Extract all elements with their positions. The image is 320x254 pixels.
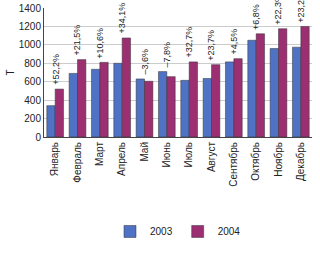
svg-text:Сентябрь: Сентябрь <box>228 142 239 187</box>
svg-text:+21,5%: +21,5% <box>72 25 82 56</box>
svg-text:Апрель: Апрель <box>116 142 127 176</box>
svg-text:+10,6%: +10,6% <box>95 28 105 59</box>
svg-text:+23,2%: +23,2% <box>296 0 306 23</box>
svg-text:200: 200 <box>24 113 41 124</box>
svg-text:+52,2%: +52,2% <box>51 54 61 85</box>
svg-text:600: 600 <box>24 76 41 87</box>
svg-text:0: 0 <box>35 132 41 143</box>
svg-text:Октябрь: Октябрь <box>250 142 261 181</box>
svg-text:Т: Т <box>5 69 16 75</box>
svg-text:Январь: Январь <box>49 142 60 176</box>
svg-text:1200: 1200 <box>19 21 42 32</box>
svg-text:400: 400 <box>24 95 41 106</box>
svg-text:1400: 1400 <box>19 3 42 14</box>
svg-text:–3,6%: –3,6% <box>140 49 150 75</box>
svg-text:Май: Май <box>139 142 150 162</box>
svg-text:2004: 2004 <box>218 226 241 237</box>
svg-text:+6,8%: +6,8% <box>251 4 261 30</box>
svg-text:+34,1%: +34,1% <box>117 3 127 34</box>
svg-text:1000: 1000 <box>19 39 42 50</box>
svg-text:Февраль: Февраль <box>72 142 83 183</box>
svg-text:Март: Март <box>94 142 105 166</box>
svg-text:Ноябрь: Ноябрь <box>273 142 284 177</box>
svg-text:+23,7%: +23,7% <box>206 30 216 61</box>
svg-text:2003: 2003 <box>150 226 173 237</box>
svg-text:+4,5%: +4,5% <box>229 29 239 55</box>
svg-text:Декабрь: Декабрь <box>295 142 306 181</box>
svg-text:+22,3%: +22,3% <box>273 0 283 25</box>
svg-text:800: 800 <box>24 58 41 69</box>
svg-text:Август: Август <box>206 142 217 173</box>
svg-text:–7,8%: –7,8% <box>162 42 172 68</box>
svg-text:Июнь: Июнь <box>161 142 172 167</box>
svg-text:Июль: Июль <box>183 142 194 168</box>
svg-text:+32,7%: +32,7% <box>184 27 194 58</box>
